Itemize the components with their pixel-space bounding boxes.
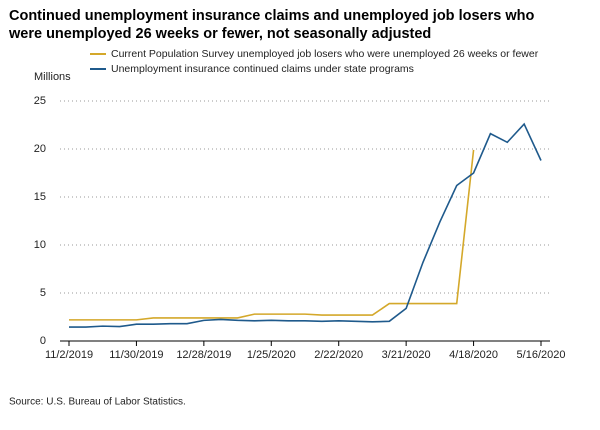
x-tick-label: 4/18/2020 bbox=[449, 349, 498, 361]
y-axis-label: Millions bbox=[34, 71, 71, 83]
x-tick-label: 1/25/2020 bbox=[247, 349, 296, 361]
y-tick-label: 25 bbox=[34, 95, 46, 107]
line bbox=[69, 122, 542, 328]
y-tick-label: 15 bbox=[34, 191, 46, 203]
x-tick-label: 2/22/2020 bbox=[314, 349, 363, 361]
x-tick-label: 11/2/2019 bbox=[45, 349, 93, 361]
x-tick-label: 3/21/2020 bbox=[382, 349, 431, 361]
legend-label: Unemployment insurance continued claims … bbox=[111, 63, 414, 75]
source: Source: U.S. Bureau of Labor Statistics. bbox=[9, 397, 186, 408]
y-tick-label: 0 bbox=[40, 335, 46, 347]
x-tick-label: 5/16/2020 bbox=[517, 349, 566, 361]
y-tick-label: 5 bbox=[40, 287, 46, 299]
x-tick-label: 12/28/2019 bbox=[176, 349, 231, 361]
legend-label: Current Population Survey unemployed job… bbox=[111, 48, 539, 60]
line bbox=[69, 149, 475, 321]
x-tick-label: 11/30/2019 bbox=[109, 349, 163, 361]
chart-title: Continued unemployment insurance claims … bbox=[9, 8, 535, 42]
y-tick-label: 10 bbox=[34, 239, 46, 251]
y-tick-label: 20 bbox=[34, 143, 46, 155]
